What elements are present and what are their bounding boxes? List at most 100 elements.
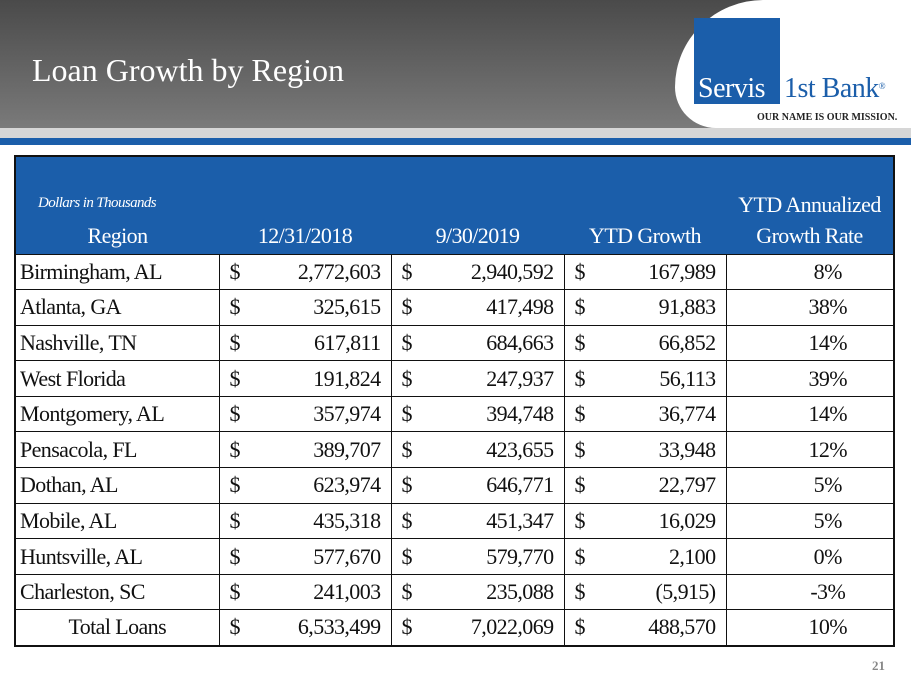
header-growth-rate: Growth Rate <box>756 222 863 248</box>
currency-symbol: $ <box>218 502 249 540</box>
table-row: Atlanta, GA $325,615 $417,498 $91,883 38% <box>14 289 895 326</box>
balance-2018-cell: 191,824 <box>249 360 391 397</box>
currency-symbol: $ <box>390 467 421 504</box>
logo-text-bank-name: 1st Bank <box>784 73 879 104</box>
balance-2019-cell: 646,771 <box>421 467 564 504</box>
header-region: Region <box>87 222 149 248</box>
currency-symbol: $ <box>218 467 249 504</box>
divider <box>0 128 911 138</box>
region-cell: Huntsville, AL <box>14 538 220 575</box>
header-2018: 12/31/2018 <box>257 222 353 248</box>
region-cell: Nashville, TN <box>14 324 220 362</box>
currency-symbol: $ <box>218 573 249 611</box>
growth-rate-cell: -3% <box>725 573 895 611</box>
logo-text-bank: 1st Bank® <box>784 73 886 105</box>
table-row: Huntsville, AL $577,670 $579,770 $2,100 0% <box>14 538 895 575</box>
table-row: Birmingham, AL $2,772,603 $2,940,592 $167,9… <box>14 253 895 291</box>
currency-symbol: $ <box>218 538 249 575</box>
currency-symbol: $ <box>218 609 249 647</box>
currency-symbol: $ <box>390 324 421 362</box>
balance-2019-cell: 394,748 <box>421 395 564 433</box>
ytd-growth-cell: 488,570 <box>594 609 726 647</box>
currency-symbol: $ <box>563 502 594 540</box>
growth-rate-cell: 14% <box>725 324 895 362</box>
currency-symbol: $ <box>563 573 594 611</box>
region-cell: Charleston, SC <box>14 573 220 611</box>
currency-symbol: $ <box>563 467 594 504</box>
table-row: Montgomery, AL $357,974 $394,748 $36,774 14% <box>14 395 895 433</box>
currency-symbol: $ <box>563 431 594 469</box>
logo-mark <box>694 18 780 104</box>
balance-2018-cell: 6,533,499 <box>249 609 391 647</box>
page-title: Loan Growth by Region <box>32 52 344 88</box>
balance-2018-cell: 357,974 <box>249 395 391 433</box>
table-row: West Florida $191,824 $247,937 $56,113 39% <box>14 360 895 397</box>
logo-tagline: OUR NAME IS OUR MISSION. <box>757 112 898 123</box>
region-cell: Birmingham, AL <box>14 253 220 291</box>
balance-2018-cell: 617,811 <box>249 324 391 362</box>
currency-symbol: $ <box>218 395 249 433</box>
ytd-growth-cell: 56,113 <box>594 360 726 397</box>
ytd-growth-cell: 22,797 <box>594 467 726 504</box>
ytd-growth-cell: 167,989 <box>594 253 726 291</box>
region-cell: Total Loans <box>14 609 220 647</box>
currency-symbol: $ <box>218 324 249 362</box>
divider-blue <box>0 138 911 145</box>
balance-2018-cell: 623,974 <box>249 467 391 504</box>
ytd-growth-cell: 16,029 <box>594 502 726 540</box>
currency-symbol: $ <box>563 324 594 362</box>
balance-2018-cell: 435,318 <box>249 502 391 540</box>
currency-symbol: $ <box>390 538 421 575</box>
header-2019: 9/30/2019 <box>435 222 520 248</box>
currency-symbol: $ <box>390 395 421 433</box>
currency-symbol: $ <box>390 253 421 291</box>
currency-symbol: $ <box>218 289 249 326</box>
table-row: Charleston, SC $241,003 $235,088 $ (5,915) -3… <box>14 573 895 611</box>
balance-2018-cell: 389,707 <box>249 431 391 469</box>
table-row: Total Loans $6,533,499 $7,022,069 $488,570 1… <box>14 609 895 647</box>
header-spacer <box>219 156 726 218</box>
balance-2019-cell: 579,770 <box>421 538 564 575</box>
ytd-growth-cell: 2,100 <box>594 538 726 575</box>
growth-rate-cell: 39% <box>725 360 895 397</box>
growth-rate-cell: 12% <box>725 431 895 469</box>
units-note: Dollars in Thousands <box>38 195 157 211</box>
growth-rate-cell: 10% <box>725 609 895 647</box>
region-cell: Montgomery, AL <box>14 395 220 433</box>
balance-2019-cell: 423,655 <box>421 431 564 469</box>
balance-2019-cell: 247,937 <box>421 360 564 397</box>
balance-2018-cell: 241,003 <box>249 573 391 611</box>
balance-2019-cell: 451,347 <box>421 502 564 540</box>
table-row: Mobile, AL $435,318 $451,347 $16,029 5% <box>14 502 895 540</box>
growth-rate-cell: 5% <box>725 467 895 504</box>
balance-2019-cell: 2,940,592 <box>421 253 564 291</box>
header-ytd-growth: YTD Growth <box>589 222 702 248</box>
region-cell: West Florida <box>14 360 220 397</box>
currency-symbol: $ <box>563 360 594 397</box>
balance-2018-cell: 2,772,603 <box>249 253 391 291</box>
ytd-growth-cell: (5,915) <box>594 573 726 611</box>
balance-2019-cell: 235,088 <box>421 573 564 611</box>
growth-rate-cell: 38% <box>725 289 895 326</box>
balance-2019-cell: 7,022,069 <box>421 609 564 647</box>
currency-symbol: $ <box>218 431 249 469</box>
balance-2018-cell: 577,670 <box>249 538 391 575</box>
ytd-growth-cell: 33,948 <box>594 431 726 469</box>
currency-symbol: $ <box>390 431 421 469</box>
ytd-growth-cell: 66,852 <box>594 324 726 362</box>
growth-rate-cell: 14% <box>725 395 895 433</box>
currency-symbol: $ <box>563 395 594 433</box>
table-row: Pensacola, FL $389,707 $423,655 $33,948 12% <box>14 431 895 469</box>
logo-text-servis: Servis <box>698 73 766 104</box>
balance-2019-cell: 684,663 <box>421 324 564 362</box>
growth-rate-cell: 5% <box>725 502 895 540</box>
currency-symbol: $ <box>218 360 249 397</box>
currency-symbol: $ <box>563 289 594 326</box>
currency-symbol: $ <box>390 289 421 326</box>
currency-symbol: $ <box>563 538 594 575</box>
ytd-growth-cell: 91,883 <box>594 289 726 326</box>
ytd-growth-cell: 36,774 <box>594 395 726 433</box>
table-row: Nashville, TN $617,811 $684,663 $66,852 14% <box>14 324 895 362</box>
region-cell: Atlanta, GA <box>14 289 220 326</box>
region-cell: Dothan, AL <box>14 467 220 504</box>
